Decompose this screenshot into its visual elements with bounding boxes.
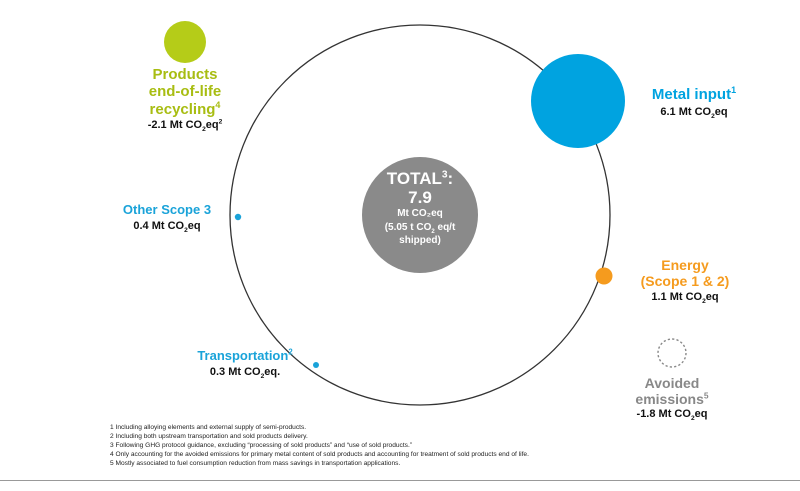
total-title: TOTAL3: [386,169,454,188]
transportation-dot [313,362,319,368]
footnote-4: 4 Only accounting for the avoided emissi… [110,450,529,458]
footnote-2: 2 Including both upstream transportation… [110,432,308,440]
energy-title: Energy (Scope 1 & 2) [640,257,730,290]
footnote-1: 1 Including alloying elements and extern… [110,424,307,431]
footnote-3: 3 Following GHG protocol guidance, exclu… [110,441,413,449]
footnotes: 1 Including alloying elements and extern… [110,424,529,468]
other-scope3-title: Other Scope 3 [122,202,212,217]
transportation-value: 0.3 Mt CO2eq. [209,365,281,381]
total-label: TOTAL3: 7.9 Mt CO₂eq (5.05 t CO2 eq/t sh… [362,169,478,248]
transportation-label: Transportation2 0.3 Mt CO2eq. [180,347,310,381]
avoided-emissions-circle [657,338,687,368]
other-scope3-dot [234,213,242,221]
orbit-ring [229,24,611,406]
bottom-divider [0,480,800,481]
other-scope3-value: 0.4 Mt CO2eq [133,219,201,235]
total-unit: Mt CO₂eq [397,208,443,220]
avoided-emissions-value: -1.8 Mt CO2eq [636,408,708,423]
recycling-value: -2.1 Mt CO2eq2 [147,118,223,133]
total-circle [362,157,478,273]
avoided-emissions-title: Avoided emissions5 [635,375,709,408]
recycling-label: Products end-of-life recycling4 -2.1 Mt … [120,66,250,133]
recycling-circle [164,21,206,63]
footnote-5: 5 Mostly associated to fuel consumption … [110,459,401,467]
total-per-shipped: (5.05 t CO2 eq/t [384,221,456,235]
transportation-title: Transportation2 [197,347,293,363]
metal-input-circle [531,54,625,148]
total-per-shipped-2: shipped) [399,235,441,247]
total-value: 7.9 [408,187,432,207]
avoided-emissions-label: Avoided emissions5 -1.8 Mt CO2eq [620,375,724,423]
metal-input-title: Metal input1 [651,85,737,104]
energy-circle [595,267,613,285]
other-scope3-label: Other Scope 3 0.4 Mt CO2eq [105,202,229,235]
metal-input-label: Metal input1 6.1 Mt CO2eq [634,85,754,121]
energy-label: Energy (Scope 1 & 2) 1.1 Mt CO2eq [620,257,750,306]
metal-input-value: 6.1 Mt CO2eq [660,106,728,121]
energy-value: 1.1 Mt CO2eq [651,291,719,306]
recycling-title: Products end-of-life recycling4 [148,66,222,118]
